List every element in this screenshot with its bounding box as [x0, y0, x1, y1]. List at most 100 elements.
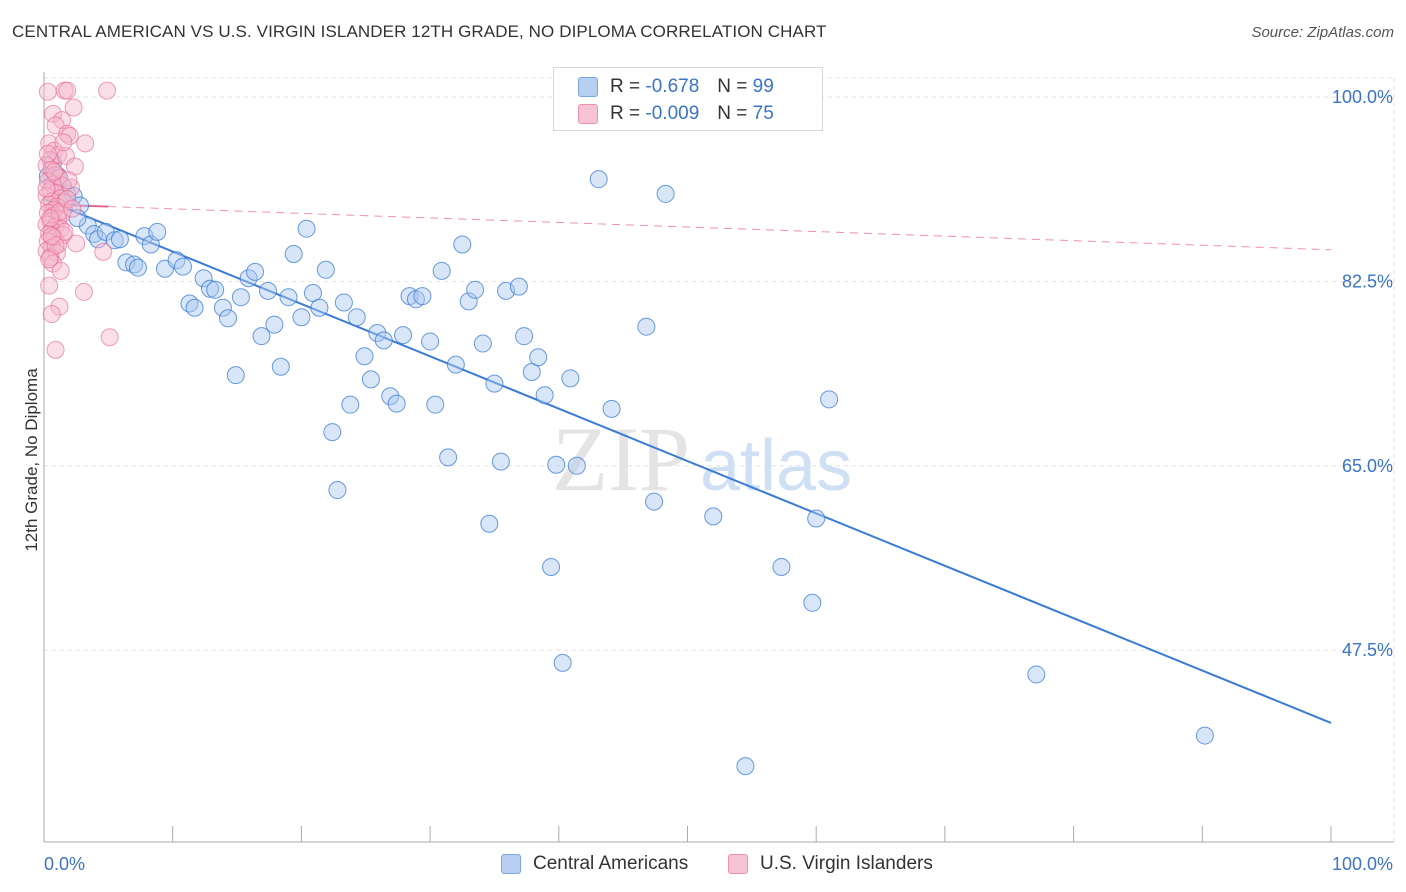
data-point-central-americans — [265, 315, 284, 334]
data-point-us-virgin-islanders — [98, 81, 117, 100]
y-tick-label: 47.5% — [1342, 640, 1393, 660]
data-point-central-americans — [704, 507, 723, 526]
legend-n-value-pink: 75 — [752, 103, 774, 124]
data-point-us-virgin-islanders — [38, 82, 57, 101]
legend-item-central-americans: Central Americans — [501, 852, 688, 876]
data-point-central-americans — [206, 280, 225, 299]
data-point-central-americans — [148, 222, 167, 241]
data-point-central-americans — [347, 308, 366, 327]
data-point-central-americans — [656, 184, 675, 203]
watermark-atlas: atlas — [700, 426, 852, 506]
data-point-central-americans — [334, 293, 353, 312]
legend-r-value-pink: -0.009 — [645, 103, 700, 124]
data-point-central-americans — [194, 269, 213, 288]
data-point-central-americans — [368, 324, 387, 343]
data-point-central-americans — [252, 327, 271, 346]
data-point-us-virgin-islanders — [45, 162, 64, 181]
data-point-central-americans — [772, 557, 791, 576]
data-point-us-virgin-islanders — [64, 98, 83, 117]
data-point-us-virgin-islanders — [58, 124, 77, 143]
data-point-central-americans — [117, 253, 136, 272]
y-tick-label: 82.5% — [1342, 271, 1393, 291]
data-point-us-virgin-islanders — [94, 242, 113, 261]
legend-r-label-pink: R = — [610, 103, 641, 124]
data-point-central-americans — [547, 455, 566, 474]
data-point-central-americans — [219, 309, 238, 328]
data-point-us-virgin-islanders — [40, 276, 59, 295]
data-point-central-americans — [316, 260, 335, 279]
data-point-central-americans — [459, 292, 478, 311]
legend-label-central-americans: Central Americans — [533, 853, 689, 874]
x-tick-label-max: 100.0% — [1332, 854, 1393, 874]
data-point-central-americans — [271, 357, 290, 376]
data-point-central-americans — [439, 448, 458, 467]
data-point-central-americans — [645, 492, 664, 511]
data-point-central-americans — [453, 235, 472, 254]
data-point-central-americans — [173, 257, 192, 276]
legend-item-us-virgin-islanders: U.S. Virgin Islanders — [728, 852, 933, 876]
trend-line-central-americans — [43, 198, 1332, 724]
data-point-us-virgin-islanders — [54, 133, 73, 152]
data-point-us-virgin-islanders — [56, 146, 75, 165]
legend-r-label-blue: R = — [610, 76, 641, 97]
data-point-central-americans — [226, 366, 245, 385]
data-point-us-virgin-islanders — [46, 340, 65, 359]
legend-row-pink: R = -0.009 N = 75 — [578, 102, 774, 126]
watermark-zip: ZIP — [552, 408, 690, 510]
data-point-central-americans — [323, 423, 342, 442]
data-point-central-americans — [413, 287, 432, 306]
data-point-central-americans — [128, 258, 147, 277]
y-axis-label: 12th Grade, No Diploma — [22, 368, 41, 552]
data-point-central-americans — [328, 481, 347, 500]
data-point-central-americans — [529, 348, 548, 367]
data-point-central-americans — [535, 386, 554, 405]
data-point-central-americans — [361, 370, 380, 389]
data-point-central-americans — [394, 326, 413, 345]
data-point-central-americans — [432, 261, 451, 280]
data-point-central-americans — [473, 334, 492, 353]
data-point-central-americans — [231, 288, 250, 307]
data-point-us-virgin-islanders — [41, 209, 60, 228]
data-point-us-virgin-islanders — [67, 234, 86, 253]
axes — [43, 72, 1394, 843]
data-point-central-americans — [480, 514, 499, 533]
data-point-us-virgin-islanders — [50, 297, 69, 316]
chart-title: CENTRAL AMERICAN VS U.S. VIRGIN ISLANDER… — [12, 22, 827, 41]
data-point-central-americans — [446, 355, 465, 374]
watermark: ZIP atlas — [552, 408, 852, 510]
data-point-us-virgin-islanders — [58, 190, 77, 209]
legend-n-value-blue: 99 — [752, 76, 774, 97]
data-point-central-americans — [807, 509, 826, 528]
data-point-us-virgin-islanders — [59, 171, 78, 190]
legend-swatch-us-virgin-islanders — [728, 854, 748, 874]
data-point-central-americans — [602, 399, 621, 418]
legend-swatch-central-americans — [501, 854, 521, 874]
data-point-central-americans — [736, 757, 755, 776]
data-point-us-virgin-islanders — [74, 282, 93, 301]
data-point-central-americans — [803, 593, 822, 612]
data-point-us-virgin-islanders — [42, 227, 61, 246]
axis-labels: 100.0% 82.5% 65.0% 47.5% 0.0% 100.0% 12th Grad… — [22, 87, 1393, 874]
data-point-central-americans — [201, 279, 220, 298]
data-point-central-americans — [491, 452, 510, 471]
data-point-central-americans — [341, 395, 360, 414]
data-point-central-americans — [258, 281, 277, 300]
data-point-central-americans — [167, 251, 186, 270]
data-point-central-americans — [637, 317, 656, 336]
data-point-central-americans — [1027, 665, 1046, 684]
data-point-central-americans — [297, 219, 316, 238]
data-point-us-virgin-islanders — [100, 328, 119, 347]
trend-lines — [43, 198, 1332, 724]
data-point-central-americans — [589, 170, 608, 189]
data-point-central-americans — [374, 331, 393, 350]
trend-line-ext-us-virgin-islanders — [108, 206, 1332, 251]
data-point-central-americans — [310, 298, 329, 317]
data-point-central-americans — [426, 395, 445, 414]
data-point-central-americans — [509, 277, 528, 296]
data-point-central-americans — [105, 231, 124, 250]
data-point-central-americans — [292, 308, 311, 327]
data-point-us-virgin-islanders — [76, 134, 95, 153]
data-point-central-americans — [553, 653, 572, 672]
legend-n-label-blue: N = — [717, 76, 748, 97]
